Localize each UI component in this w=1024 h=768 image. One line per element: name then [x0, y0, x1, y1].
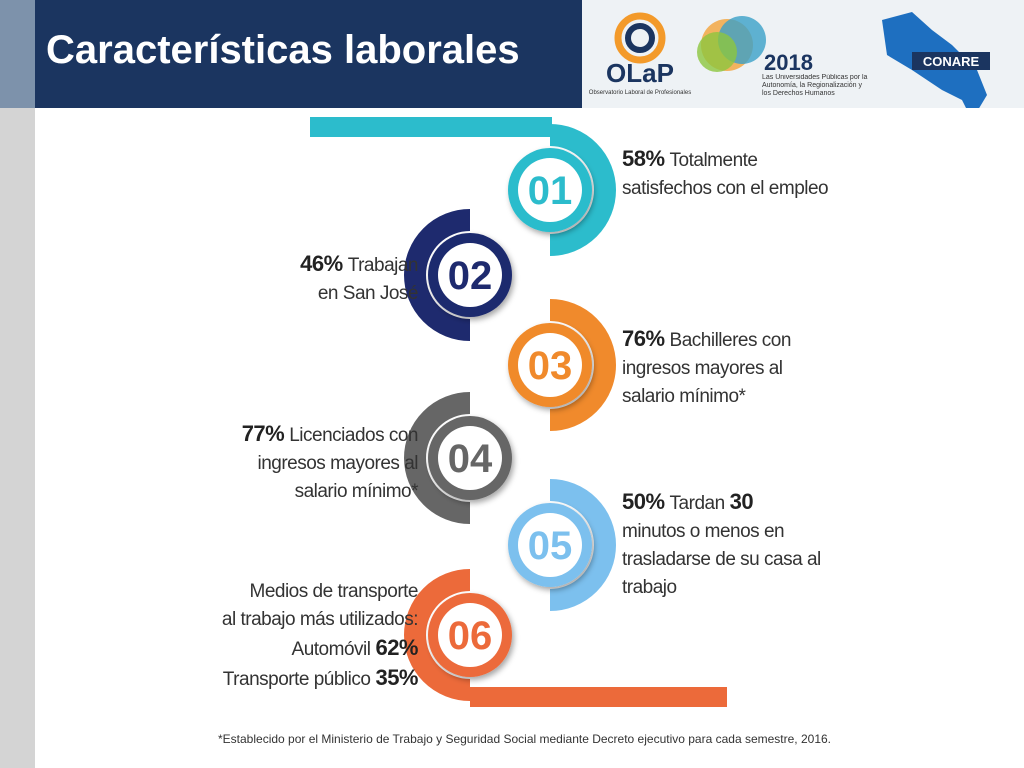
- text: salario mínimo*: [622, 386, 746, 407]
- text: Tardan: [669, 493, 726, 514]
- highlight: 62%: [375, 635, 418, 660]
- olap-ring: [614, 12, 666, 64]
- text: Automóvil: [291, 639, 371, 660]
- highlight: 76%: [622, 326, 665, 351]
- head-icon: [697, 32, 737, 72]
- text-line: trabajo: [622, 574, 821, 602]
- title: Características laborales: [46, 28, 520, 72]
- text: al trabajo más utilizados:: [221, 609, 419, 630]
- badge: [518, 513, 582, 577]
- olap-ring: [625, 23, 655, 53]
- badge: [518, 333, 582, 397]
- conare-box: [912, 52, 990, 70]
- ring: [404, 569, 471, 701]
- badge: [438, 426, 502, 490]
- text: salario mínimo*: [294, 481, 419, 502]
- text: en San José: [317, 283, 419, 304]
- text-line: 58% Totalmente: [622, 145, 828, 175]
- badge: [518, 158, 582, 222]
- text-line: 50% Tardan 30: [622, 488, 821, 518]
- highlight: 58%: [622, 146, 665, 171]
- ring: [549, 124, 616, 256]
- text-line: ingresos mayores al: [190, 450, 418, 478]
- year: 2018: [764, 50, 813, 75]
- text: satisfechos con el empleo: [622, 178, 829, 199]
- badge: [438, 243, 502, 307]
- text: Medios de transporte: [249, 581, 419, 602]
- text: trasladarse de su casa al: [622, 549, 821, 570]
- text: minutos o menos en: [622, 521, 785, 542]
- text: Trabajan: [347, 255, 419, 276]
- footnote: *Establecido por el Ministerio de Trabaj…: [218, 732, 832, 746]
- item-number: 03: [528, 344, 573, 388]
- item-number: 04: [448, 437, 493, 481]
- item-text: 46% Trabajan en San José: [190, 250, 418, 308]
- text-line: minutos o menos en: [622, 518, 821, 546]
- text: trabajo: [622, 577, 677, 598]
- highlight: 35%: [375, 665, 418, 690]
- highlight: 50%: [622, 489, 665, 514]
- olap-name: OLaP: [606, 58, 674, 88]
- text: Transporte público: [222, 669, 371, 690]
- text-line: 76% Bachilleres con: [622, 325, 791, 355]
- text: Bachilleres con: [669, 330, 792, 351]
- text-line: trasladarse de su casa al: [622, 546, 821, 574]
- logos: OLaP Observatorio Laboral de Profesional…: [589, 12, 990, 108]
- text-line: en San José: [190, 280, 419, 308]
- conare: CONARE: [923, 54, 980, 69]
- text-line: salario mínimo*: [190, 478, 419, 506]
- text: Licenciados con: [289, 425, 418, 446]
- slogan: Las Universidades Públicas por la Autono…: [762, 74, 868, 97]
- badge: [438, 603, 502, 667]
- highlight: 77%: [241, 421, 285, 446]
- text-line: Transporte público 35%: [190, 664, 419, 694]
- text-line: satisfechos con el empleo: [622, 175, 829, 203]
- ring: [404, 209, 471, 341]
- item-text: 58% Totalmente satisfechos con el empleo: [622, 145, 829, 203]
- item-number: 01: [528, 169, 573, 213]
- text: ingresos mayores al: [257, 453, 418, 474]
- text-line: ingresos mayores al: [622, 355, 791, 383]
- text: Totalmente: [669, 150, 758, 171]
- ring: [404, 392, 471, 524]
- text-line: al trabajo más utilizados:: [190, 606, 419, 634]
- item-text: 50% Tardan 30 minutos o menos en trasladarse…: [622, 488, 821, 602]
- ring: [549, 299, 616, 431]
- text-line: 46% Trabajan: [190, 250, 418, 280]
- text-line: Automóvil 62%: [190, 634, 419, 664]
- text-line: Medios de transporte: [190, 578, 419, 606]
- item-text: 76% Bachilleres con ingresos mayores al sal…: [622, 325, 791, 411]
- olap-sub: Observatorio Laboral de Profesionales: [589, 90, 691, 96]
- title-bar: [35, 0, 582, 108]
- item-number: 06: [448, 614, 493, 658]
- highlight: 30: [729, 489, 754, 514]
- highlight: 46%: [300, 251, 343, 276]
- text-line: salario mínimo*: [622, 383, 791, 411]
- header-strip: [0, 0, 35, 108]
- item-text: Medios de transporte al trabajo más utili…: [190, 578, 419, 694]
- item-number: 02: [448, 254, 493, 298]
- item-text: 77% Licenciados con ingresos mayores al sal…: [190, 420, 419, 506]
- item-number: 05: [528, 524, 573, 568]
- text: ingresos mayores al: [622, 358, 783, 379]
- ring: [549, 479, 616, 611]
- text-line: 77% Licenciados con: [190, 420, 419, 450]
- side-strip: [0, 108, 35, 768]
